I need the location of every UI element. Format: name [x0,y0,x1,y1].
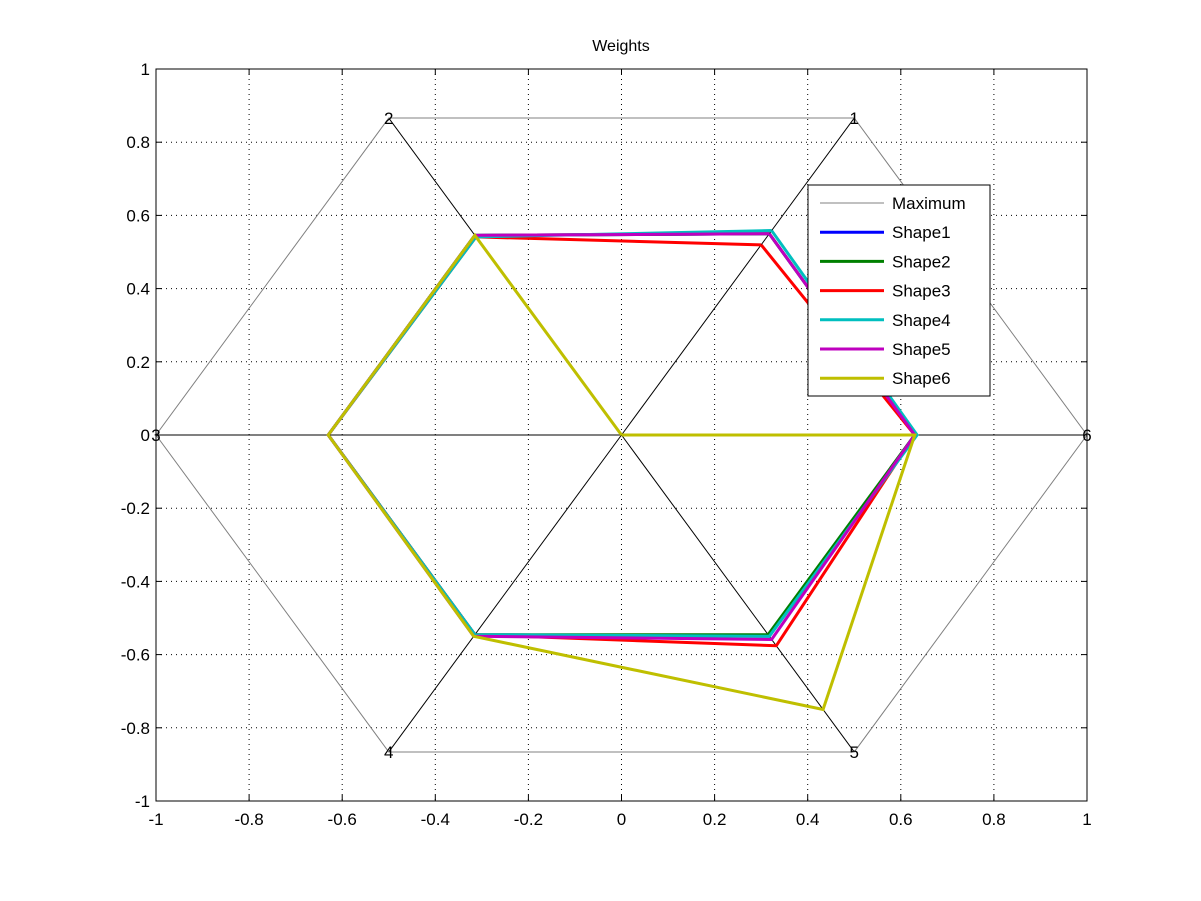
plot-frame [155,68,1088,802]
x-tick-label: -0.6 [328,810,357,829]
series-lines [155,117,1088,753]
radar-axis-label: 1 [850,109,859,128]
legend-label: Shape4 [892,311,951,330]
x-tick-label: -1 [148,810,163,829]
x-tick-label: -0.4 [421,810,450,829]
legend-label: Maximum [892,194,966,213]
x-tick-label: 0.8 [982,810,1006,829]
legend-label: Shape2 [892,252,951,271]
radar-axis-label: 5 [850,743,859,762]
y-tick-label: -0.4 [121,572,150,591]
x-tick-label: 0 [617,810,626,829]
x-tick-label: -0.8 [234,810,263,829]
x-tick-label: 0.2 [703,810,727,829]
y-tick-label: 0.8 [126,133,150,152]
x-tick-label: 0.4 [796,810,820,829]
legend-label: Shape5 [892,340,951,359]
spoke-1 [621,117,855,436]
spoke-5 [621,434,855,753]
legend-label: Shape1 [892,223,951,242]
legend-label: Shape6 [892,369,951,388]
y-tick-label: -0.2 [121,499,150,518]
radar-axis-label: 2 [384,109,393,128]
legend: Maximum Shape1 Shape2 Shape3 Shape4 Shape5 Sha… [807,184,991,397]
y-tick-label: 0.4 [126,280,150,299]
y-tick-label: -1 [135,792,150,811]
y-tick-label: 0 [141,426,150,445]
axis-ticks: -1 -0.8 -0.6 -0.4 -0.2 0 0.2 0.4 0.6 0.8 1 1 0.8 0.6 0… [121,60,1092,829]
y-tick-label: 0.6 [126,206,150,225]
x-tick-label: -0.2 [514,810,543,829]
x-tick-label: 0.6 [889,810,913,829]
legend-label: Shape3 [892,282,951,301]
y-tick-label: -0.8 [121,719,150,738]
y-tick-label: 1 [141,60,150,79]
y-tick-label: 0.2 [126,353,150,372]
y-tick-label: -0.6 [121,646,150,665]
x-tick-label: 1 [1082,810,1091,829]
chart-title: Weights [592,38,650,55]
radar-axis-label: 4 [384,743,393,762]
series-shape6 [326,232,917,712]
spoke-4 [388,434,622,753]
